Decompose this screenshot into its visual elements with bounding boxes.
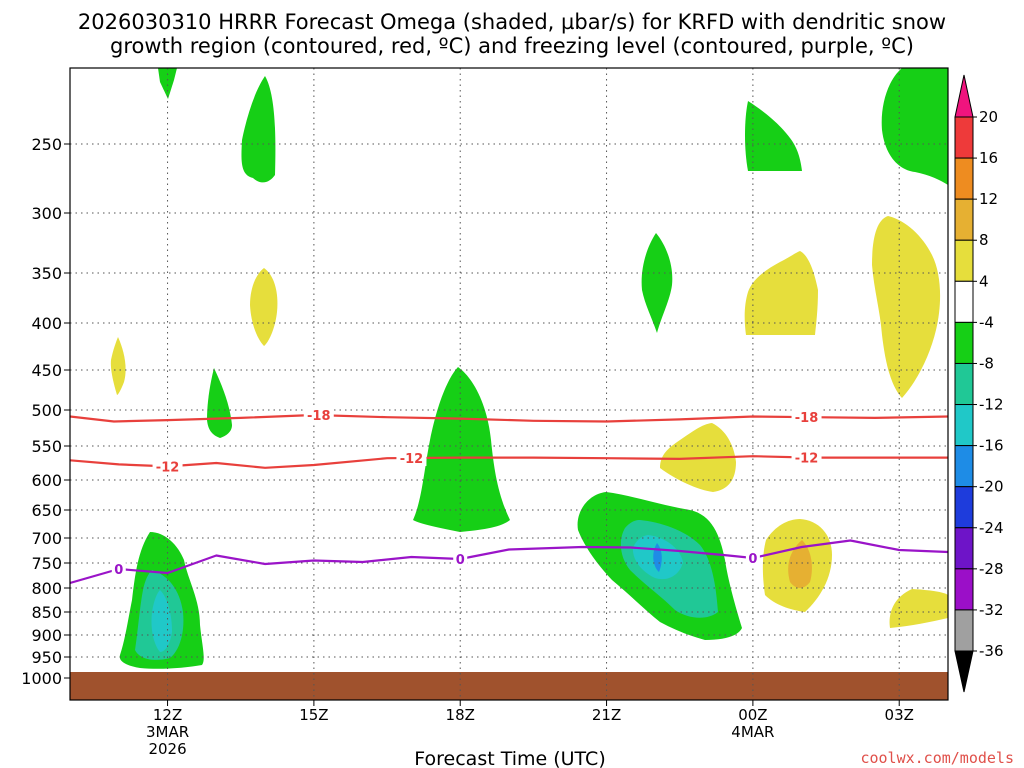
colorbar-label: -24 <box>979 519 1004 537</box>
colorbar-label: 12 <box>979 190 998 208</box>
x-tick-year-label: 2026 <box>148 740 186 758</box>
x-tick-label: 15Z <box>299 706 328 724</box>
colorbar-label: -32 <box>979 601 1004 619</box>
omega-region <box>889 589 948 628</box>
contour-label-bg <box>453 551 468 567</box>
contour-label-bg <box>111 561 126 577</box>
contour-label-bg <box>303 407 334 424</box>
omega-region <box>881 68 948 185</box>
contour-label: 0 <box>456 553 465 568</box>
contour-label: -12 <box>400 452 424 467</box>
credit-text: coolwx.com/models <box>860 749 1014 767</box>
omega-region <box>110 337 126 395</box>
x-tick-label: 00Z <box>738 706 767 724</box>
colorbar-segment <box>954 609 974 652</box>
contour-label-bg <box>152 458 183 475</box>
y-tick-label: 450 <box>31 361 62 380</box>
contour-label-bg <box>791 449 822 466</box>
omega-region <box>744 251 818 335</box>
colorbar-segment <box>954 239 974 282</box>
colorbar-label: 20 <box>979 108 998 126</box>
x-tick-label: 03Z <box>885 706 914 724</box>
colorbar-label: 4 <box>979 272 989 290</box>
colorbar-label: 8 <box>979 231 989 249</box>
colorbar-label: -36 <box>979 642 1004 660</box>
omega-region <box>641 233 673 333</box>
colorbar-segment <box>954 486 974 529</box>
plot-area: -18 -18 -12 -12 -12 0 0 0 <box>70 68 948 700</box>
colorbar-segment <box>954 362 974 406</box>
omega-region <box>241 76 276 183</box>
x-tick-label: 21Z <box>592 706 621 724</box>
y-axis: 250 300 350 400 450 500 550 600 650 700 750 800 850 9… <box>21 135 70 688</box>
colorbar: 20 16 12 8 4 -4 -8 -12 -16 -20 -24 -28 -32 -36 <box>954 74 1004 693</box>
chart-title-line-2: growth region (contoured, red, ºC) and f… <box>110 34 914 58</box>
omega-region <box>158 68 177 99</box>
y-tick-label: 700 <box>31 529 62 548</box>
contour-label-bg <box>791 409 822 426</box>
colorbar-label: -28 <box>979 560 1004 578</box>
y-tick-label: 250 <box>31 135 62 154</box>
y-tick-label: 750 <box>31 554 62 573</box>
y-tick-label: 950 <box>31 648 62 667</box>
colorbar-segment <box>954 527 974 570</box>
contour-lines: -18 -18 -12 -12 -12 0 0 0 <box>70 407 948 585</box>
x-tick-date-label: 3MAR <box>146 723 189 741</box>
contour-line <box>70 539 948 585</box>
contour-label: 0 <box>748 552 757 567</box>
y-tick-label: 600 <box>31 471 62 490</box>
omega-region <box>788 540 812 588</box>
omega-region <box>413 367 510 532</box>
colorbar-segment <box>954 321 974 364</box>
x-tick-label: 12Z <box>153 706 182 724</box>
colorbar-segment <box>954 280 974 323</box>
colorbar-segment <box>954 404 974 447</box>
omega-shading <box>110 68 948 669</box>
colorbar-bottom-arrow <box>954 650 974 693</box>
x-tick-label: 18Z <box>446 706 475 724</box>
y-tick-label: 550 <box>31 437 62 456</box>
omega-region <box>250 268 278 346</box>
colorbar-segment <box>954 568 974 611</box>
y-tick-label: 850 <box>31 603 62 622</box>
colorbar-label: -4 <box>979 313 994 331</box>
contour-label-bg <box>745 550 760 566</box>
y-tick-label: 1000 <box>21 669 62 688</box>
contour-label: -12 <box>156 460 180 475</box>
omega-region <box>745 101 802 171</box>
contour-label-bg <box>396 450 427 467</box>
colorbar-top-arrow <box>954 74 974 118</box>
x-axis-label: Forecast Time (UTC) <box>414 748 605 768</box>
contour-label: 0 <box>114 563 123 578</box>
contour-label: -18 <box>795 411 819 426</box>
y-tick-label: 350 <box>31 264 62 283</box>
colorbar-label: 16 <box>979 149 998 167</box>
contour-label: -18 <box>307 409 331 424</box>
colorbar-label: -20 <box>979 478 1004 496</box>
colorbar-label: -8 <box>979 354 994 372</box>
x-tick-date-label: 4MAR <box>731 723 774 741</box>
colorbar-segment <box>954 116 974 159</box>
y-tick-label: 900 <box>31 626 62 645</box>
colorbar-label: -12 <box>979 396 1004 414</box>
y-tick-label: 800 <box>31 579 62 598</box>
omega-region <box>872 216 941 398</box>
chart-title-line-1: 2026030310 HRRR Forecast Omega (shaded, … <box>78 10 946 34</box>
y-tick-label: 300 <box>31 204 62 223</box>
y-tick-label: 650 <box>31 501 62 520</box>
omega-region <box>207 368 232 438</box>
colorbar-segment <box>954 445 974 488</box>
y-tick-label: 500 <box>31 401 62 420</box>
colorbar-label: -16 <box>979 437 1004 455</box>
contour-label: -12 <box>795 451 819 466</box>
colorbar-segment <box>954 198 974 241</box>
omega-region <box>151 590 172 652</box>
y-tick-label: 400 <box>31 314 62 333</box>
ground-fill <box>70 672 948 700</box>
colorbar-segment <box>954 157 974 200</box>
plot-frame <box>69 67 949 701</box>
